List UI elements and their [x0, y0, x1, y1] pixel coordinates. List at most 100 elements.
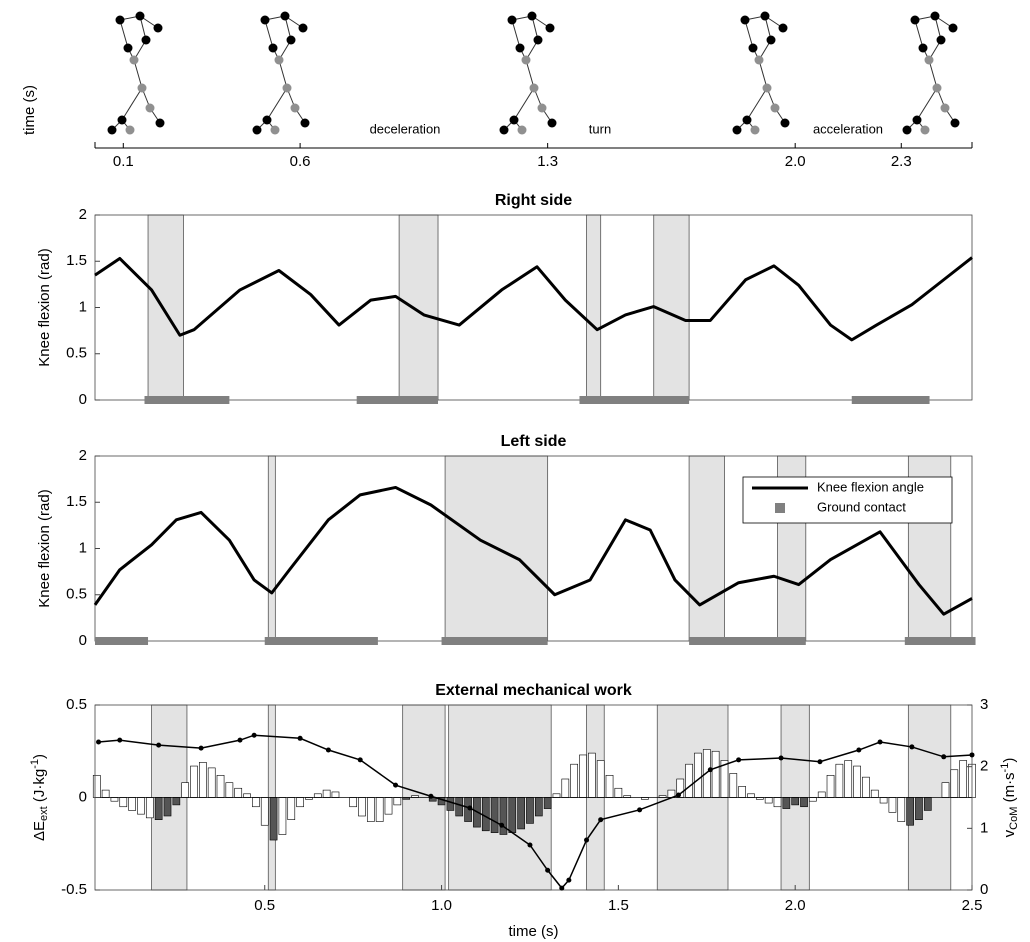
y-tick-label: 0 [79, 788, 87, 805]
work-bar [322, 789, 331, 798]
work-bar [817, 791, 826, 798]
work-bar [879, 797, 888, 804]
x-tick-label: 2.0 [785, 897, 806, 914]
work-bar [888, 797, 897, 813]
stick-joint [499, 125, 509, 135]
stick-joint [527, 11, 537, 21]
work-bar [446, 797, 455, 811]
velocity-point [909, 744, 915, 750]
y2-tick-label: 0 [980, 881, 988, 898]
y-axis-label: time (s) [21, 85, 38, 135]
velocity-point [198, 745, 204, 751]
stick-joint [262, 115, 272, 125]
velocity-point [598, 817, 604, 823]
stick-joint [547, 118, 557, 128]
x-tick-label: 0.5 [254, 897, 275, 914]
velocity-point [393, 782, 399, 788]
stick-joint [521, 55, 531, 65]
stick-joint [948, 23, 958, 33]
ground-contact [441, 637, 548, 645]
stick-joint [930, 11, 940, 21]
ground-contact [144, 396, 230, 404]
stick-limb [121, 87, 143, 121]
velocity-point [499, 822, 505, 828]
stick-joint [137, 83, 147, 93]
stick-joint [533, 35, 543, 45]
stick-joint [252, 125, 262, 135]
velocity-point [675, 792, 681, 798]
stick-joint [107, 125, 117, 135]
work-bar [278, 797, 287, 835]
work-bar [862, 776, 870, 798]
y-axis-label: Knee flexion (rad) [36, 489, 53, 607]
stick-limb [928, 59, 938, 89]
stick-limb [525, 59, 535, 89]
y-tick-label: 2 [79, 447, 87, 464]
work-bar [959, 760, 967, 798]
stick-joint [740, 15, 750, 25]
work-bar [897, 797, 906, 822]
work-bar [870, 789, 879, 798]
velocity-point [941, 754, 947, 760]
work-bar [835, 763, 844, 798]
legend-label: Ground contact [817, 499, 906, 514]
stick-limb [278, 59, 288, 89]
stick-joint [545, 23, 555, 33]
stick-joint [145, 103, 155, 113]
work-bar [260, 797, 269, 826]
work-bar [809, 797, 817, 802]
stick-joint [125, 125, 135, 135]
work-bar [561, 778, 570, 798]
work-bar [375, 797, 384, 822]
work-bar [225, 782, 234, 798]
work-bar [393, 797, 402, 806]
stick-joint [742, 115, 752, 125]
velocity-point [156, 742, 162, 748]
work-bar [596, 760, 605, 798]
velocity-point [559, 885, 565, 891]
stick-joint [778, 23, 788, 33]
work-bar [791, 797, 800, 806]
legend-box [742, 476, 953, 524]
stick-limb [119, 19, 129, 49]
work-bar [853, 765, 861, 798]
y-tick-label: 1.5 [66, 493, 87, 510]
axis-label-part: ) [1001, 758, 1018, 763]
work-bar [119, 797, 128, 808]
work-bar [234, 787, 243, 798]
axis-label-part: ΔE [31, 821, 48, 841]
y-tick-label: 1.5 [66, 252, 87, 269]
axis-label-part: CoM [1008, 807, 1020, 830]
shaded-span [586, 214, 602, 401]
shaded-span [398, 214, 439, 401]
work-bar [773, 797, 782, 808]
shaded-span [688, 455, 725, 642]
work-bar [358, 797, 366, 817]
stick-joint [912, 115, 922, 125]
velocity-point [877, 739, 883, 745]
stick-joint [780, 118, 790, 128]
y-tick-label: 2 [79, 206, 87, 223]
ground-contact [904, 637, 976, 645]
velocity-point [856, 747, 862, 753]
ground-contact [851, 396, 930, 404]
x-tick-label: 2.5 [962, 897, 983, 914]
work-bar [923, 797, 932, 811]
velocity-point [467, 805, 473, 811]
velocity-point [325, 747, 331, 753]
work-bar [243, 793, 251, 798]
stick-limb [744, 19, 754, 49]
axis-label: ΔEext (J·kg-1) [29, 754, 50, 841]
stick-joint [950, 118, 960, 128]
y-tick-label: 0 [79, 632, 87, 649]
velocity-point [778, 755, 784, 761]
stick-limb [916, 87, 938, 121]
stick-joint [123, 43, 133, 53]
stick-joint [760, 11, 770, 21]
work-bar [349, 797, 357, 808]
work-bar [534, 797, 543, 817]
work-bar [384, 797, 393, 815]
stick-joint [770, 103, 780, 113]
stick-limb [266, 87, 288, 121]
